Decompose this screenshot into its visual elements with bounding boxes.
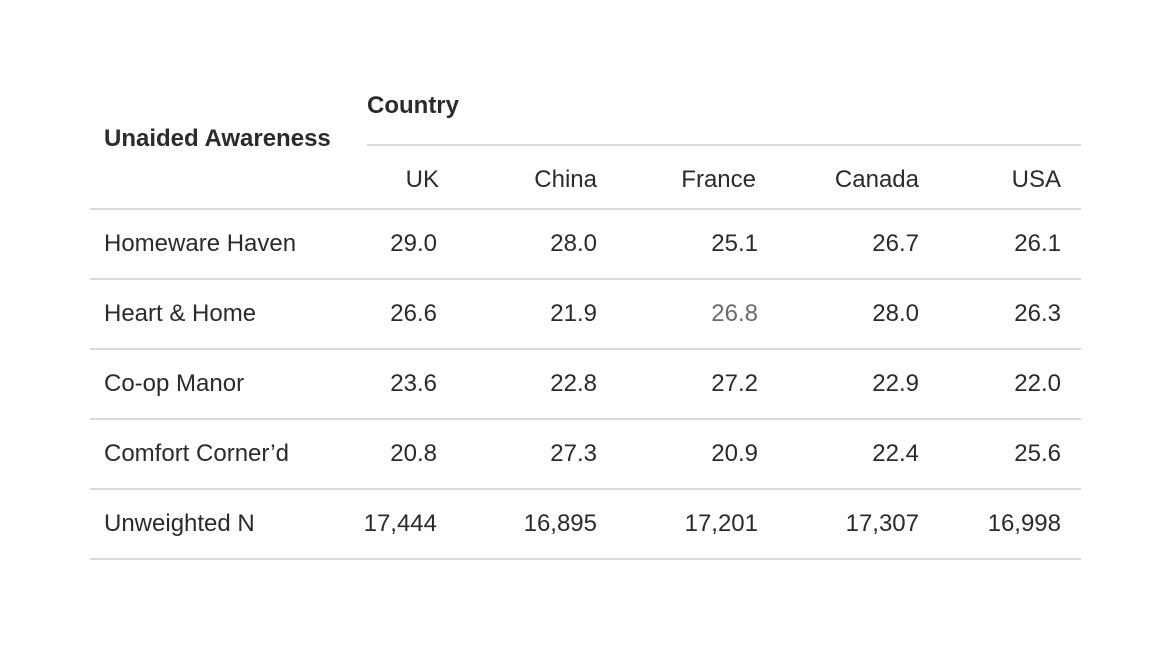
table-cell: 28.0 xyxy=(550,230,597,257)
column-header-china: China xyxy=(534,166,597,193)
table-row: Unweighted N 17,444 16,895 17,201 17,307… xyxy=(90,490,1081,560)
column-group-rule xyxy=(367,144,1081,146)
table-cell: 25.1 xyxy=(711,230,758,257)
table-header: Unaided Awareness Country UK China Franc… xyxy=(90,86,1081,210)
row-label: Co-op Manor xyxy=(104,370,245,397)
table-cell: 22.0 xyxy=(1014,370,1061,397)
column-headers: UK China France Canada USA xyxy=(90,166,1081,200)
table-row: Co-op Manor 23.6 22.8 27.2 22.9 22.0 xyxy=(90,350,1081,420)
row-label: Unweighted N xyxy=(104,510,255,537)
row-label: Heart & Home xyxy=(104,300,257,327)
table-cell: 25.6 xyxy=(1014,440,1061,467)
table-row: Comfort Corner’d 20.8 27.3 20.9 22.4 25.… xyxy=(90,420,1081,490)
awareness-table: Unaided Awareness Country UK China Franc… xyxy=(90,86,1081,560)
table-cell: 27.2 xyxy=(711,370,758,397)
table-cell: 21.9 xyxy=(550,300,597,327)
table-cell: 26.1 xyxy=(1014,230,1061,257)
column-group-header: Country xyxy=(367,92,459,119)
table-cell: 16,998 xyxy=(987,510,1061,537)
table-cell: 26.7 xyxy=(872,230,919,257)
table-row: Homeware Haven 29.0 28.0 25.1 26.7 26.1 xyxy=(90,210,1081,280)
column-header-usa: USA xyxy=(1011,166,1061,193)
column-header-canada: Canada xyxy=(834,166,919,193)
table-cell: 28.0 xyxy=(872,300,919,327)
table-cell: 22.9 xyxy=(872,370,919,397)
table-cell: 26.6 xyxy=(390,300,437,327)
table-cell: 29.0 xyxy=(390,230,437,257)
table-cell: 26.3 xyxy=(1014,300,1061,327)
table-cell: 17,444 xyxy=(363,510,437,537)
table-cell: 23.6 xyxy=(390,370,437,397)
table-row: Heart & Home 26.6 21.9 26.8 28.0 26.3 xyxy=(90,280,1081,350)
table-cell: 27.3 xyxy=(550,440,597,467)
table-cell: 22.8 xyxy=(550,370,597,397)
table-cell: 20.9 xyxy=(711,440,758,467)
table-cell: 26.8 xyxy=(711,300,758,327)
stub-header: Unaided Awareness xyxy=(104,125,331,152)
row-label: Homeware Haven xyxy=(104,230,297,257)
column-header-france: France xyxy=(681,166,756,193)
table-cell: 22.4 xyxy=(872,440,919,467)
table-cell: 17,307 xyxy=(845,510,919,537)
table-cell: 16,895 xyxy=(523,510,597,537)
table-cell: 17,201 xyxy=(684,510,758,537)
row-label: Comfort Corner’d xyxy=(104,440,289,467)
table-cell: 20.8 xyxy=(390,440,437,467)
column-header-uk: UK xyxy=(405,166,439,193)
